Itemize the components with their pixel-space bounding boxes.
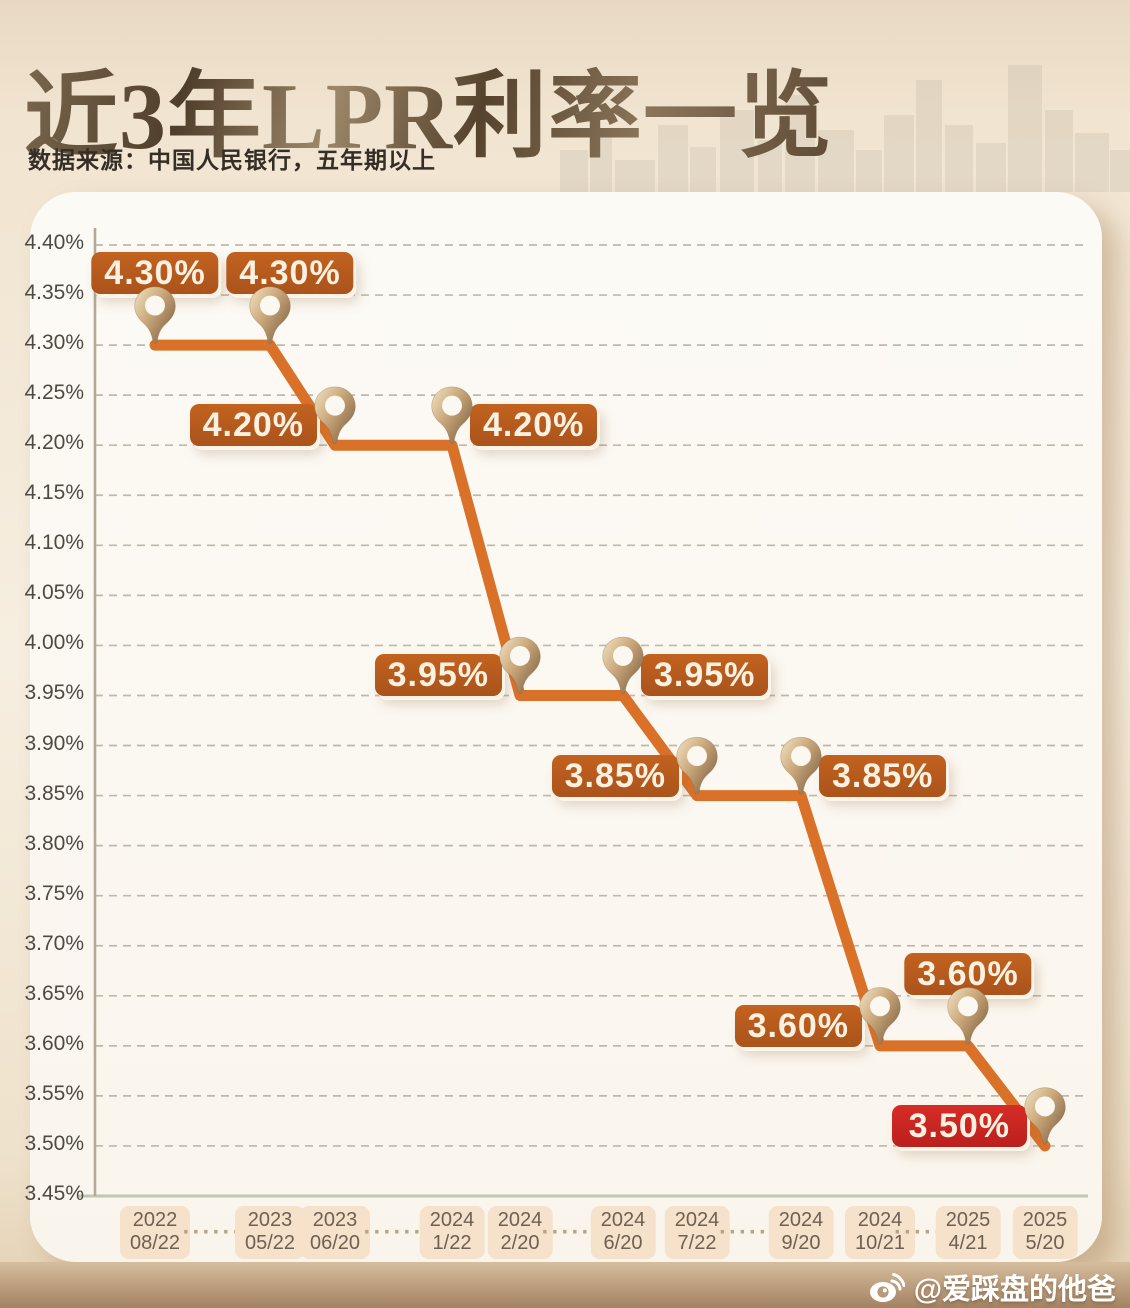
y-tick-label: 3.45% <box>24 1182 84 1205</box>
gap-dots: ······ <box>719 1219 779 1246</box>
x-tick-label: 2023 06/20 <box>299 1206 371 1259</box>
y-tick-label: 3.70% <box>24 931 84 955</box>
x-tick-label: 2025 5/20 <box>1012 1206 1078 1259</box>
x-tick-label: 2022 08/22 <box>119 1206 191 1259</box>
x-tick-label: 2023 05/22 <box>234 1206 306 1259</box>
x-tick-label: 2025 4/21 <box>935 1206 1001 1259</box>
gap-dots: ······ <box>363 1219 424 1246</box>
value-label: 3.95% <box>641 654 769 697</box>
weibo-icon <box>869 1273 905 1302</box>
value-label: 3.50% <box>891 1104 1027 1147</box>
value-label: 4.30% <box>226 252 354 295</box>
y-tick-label: 3.50% <box>24 1131 84 1155</box>
gap-dots: ······ <box>541 1219 602 1246</box>
y-tick-label: 4.20% <box>24 431 84 455</box>
y-tick-label: 4.40% <box>24 231 84 254</box>
value-label: 3.85% <box>819 754 947 797</box>
page-title: 近3年LPR利率一览 <box>24 64 834 169</box>
y-tick-label: 3.65% <box>24 981 84 1005</box>
city-skyline-decoration <box>560 65 1130 192</box>
value-label: 3.60% <box>904 952 1032 995</box>
x-tick-label: 2024 10/21 <box>844 1206 916 1259</box>
y-tick-label: 3.60% <box>24 1031 84 1055</box>
footer-band <box>0 1262 1130 1308</box>
y-tick-label: 4.30% <box>24 331 84 355</box>
y-tick-label: 3.85% <box>24 781 84 805</box>
value-label: 3.85% <box>551 754 679 797</box>
y-tick-label: 4.05% <box>24 581 84 605</box>
y-tick-label: 3.80% <box>24 831 84 855</box>
data-source-note: 数据来源：中国人民银行，五年期以上 <box>28 147 436 173</box>
y-tick-label: 3.55% <box>24 1081 84 1105</box>
y-tick-label: 3.95% <box>24 681 84 705</box>
watermark: @爱踩盘的他爸 <box>869 1266 1116 1308</box>
value-label: 4.30% <box>91 252 219 295</box>
y-tick-label: 3.90% <box>24 731 84 755</box>
gap-dots: ······ <box>182 1219 243 1246</box>
y-tick-label: 3.75% <box>24 881 84 905</box>
value-label: 4.20% <box>189 404 317 447</box>
x-tick-label: 2024 1/22 <box>419 1206 485 1259</box>
chart-card <box>30 192 1102 1262</box>
y-tick-label: 4.35% <box>24 281 84 305</box>
value-label: 4.20% <box>470 404 598 447</box>
y-tick-label: 4.15% <box>24 481 84 505</box>
watermark-text: @爱踩盘的他爸 <box>913 1274 1116 1306</box>
value-label: 3.60% <box>734 1004 862 1047</box>
y-tick-label: 4.10% <box>24 531 84 555</box>
x-tick-label: 2024 6/20 <box>590 1206 656 1259</box>
x-tick-label: 2024 9/20 <box>768 1206 834 1259</box>
y-tick-label: 4.25% <box>24 381 84 405</box>
y-tick-label: 4.00% <box>24 631 84 655</box>
value-label: 3.95% <box>374 654 502 697</box>
x-tick-label: 2024 7/22 <box>664 1206 730 1259</box>
x-tick-label: 2024 2/20 <box>487 1206 553 1259</box>
